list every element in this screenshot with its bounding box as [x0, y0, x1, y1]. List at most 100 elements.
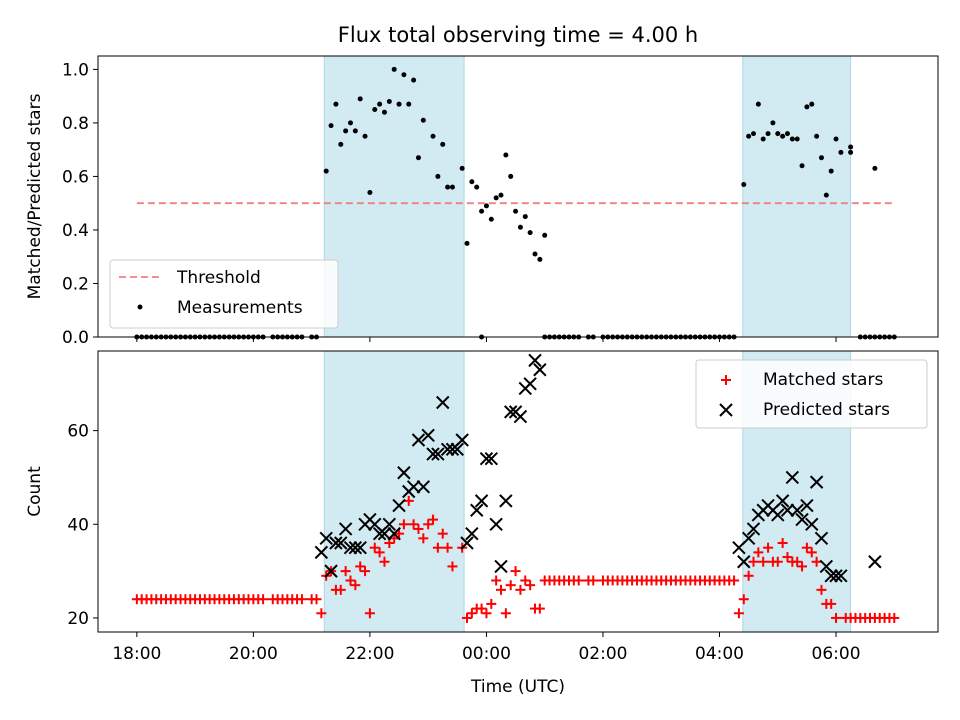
measurement-point — [381, 109, 387, 115]
measurement-point — [391, 66, 397, 72]
measurement-point — [333, 101, 339, 107]
predicted-star-point — [411, 433, 426, 447]
predicted-star-point — [528, 353, 542, 368]
predicted-star-point — [834, 569, 848, 583]
top-panel: 0.0 0.2 0.4 0.6 0.8 1.0 Flux total observing … — [25, 23, 939, 348]
matched-star-point — [408, 519, 419, 530]
matched-star-point — [772, 556, 783, 567]
measurement-point — [352, 128, 358, 134]
predicted-star-point — [382, 517, 397, 531]
measurement-point — [396, 101, 402, 107]
y-tick-label: 0.6 — [62, 167, 89, 187]
matched-star-point — [355, 561, 366, 572]
matched-star-point — [782, 552, 793, 563]
x-tick-label: 18:00 — [112, 644, 161, 664]
predicted-star-point — [785, 470, 800, 485]
measurement-point — [488, 216, 494, 222]
measurement-point — [746, 133, 752, 139]
legend-measurements-swatch — [137, 304, 143, 310]
predicted-star-point — [489, 517, 503, 531]
measurement-point — [449, 184, 455, 190]
measurement-point — [323, 168, 329, 174]
shaded-interval — [323, 350, 465, 633]
measurement-point — [513, 208, 519, 214]
predicted-star-point — [436, 395, 450, 410]
top-y-axis-label: Matched/Predicted stars — [25, 93, 45, 299]
matched-star-point — [258, 594, 269, 605]
matched-star-point — [496, 584, 507, 595]
matched-star-point — [311, 594, 322, 605]
matched-star-point — [801, 542, 812, 553]
bottom-y-axis-label: Count — [25, 466, 45, 517]
measurement-point — [479, 208, 485, 214]
bottom-panel: 20 40 60 18:00 20:00 22:00 00:00 02:00 04:00 06:… — [25, 350, 939, 697]
predicted-star-point — [771, 508, 785, 522]
y-tick-label: 1.0 — [62, 60, 89, 80]
bottom-plot-frame — [97, 350, 939, 633]
predicted-star-point — [377, 526, 392, 541]
matched-star-point — [733, 608, 744, 619]
top-y-ticks: 0.0 0.2 0.4 0.6 0.8 1.0 — [62, 60, 98, 348]
predicted-star-point — [334, 536, 348, 550]
chart-title: Flux total observing time = 4.00 h — [338, 23, 698, 47]
matched-star-point — [428, 514, 439, 525]
predicted-star-point — [324, 564, 338, 578]
matched-star-point — [811, 556, 822, 567]
top-x-ticks — [136, 337, 837, 342]
matched-star-point — [350, 580, 361, 591]
legend-matched-swatch — [721, 375, 731, 385]
predicted-star-point — [460, 536, 474, 550]
predicted-star-point — [319, 531, 333, 546]
measurement-point — [750, 131, 756, 137]
matched-star-point — [345, 575, 356, 586]
measurement-point — [411, 77, 417, 83]
measurement-point — [377, 101, 383, 107]
predicted-star-point — [397, 466, 411, 480]
predicted-star-point — [338, 522, 353, 536]
predicted-star-point — [431, 447, 445, 461]
legend-threshold-label: Threshold — [176, 268, 261, 288]
predicted-stars-points — [314, 353, 882, 583]
measurement-point — [357, 96, 363, 102]
measurement-point — [755, 101, 761, 107]
matched-star-point — [466, 608, 477, 619]
measurement-point — [483, 203, 489, 209]
matched-star-point — [486, 598, 497, 609]
matched-star-point — [447, 561, 458, 572]
x-tick-label: 04:00 — [695, 644, 744, 664]
measurement-point — [823, 192, 829, 198]
matched-star-point — [394, 528, 405, 539]
matched-star-point — [369, 542, 380, 553]
top-legend-box — [109, 259, 339, 329]
predicted-star-point — [348, 540, 363, 555]
predicted-star-point — [392, 498, 406, 513]
matched-star-point — [364, 608, 375, 619]
matched-star-point — [500, 608, 511, 619]
matched-star-point — [738, 594, 749, 605]
matched-star-point — [462, 612, 473, 623]
measurement-point — [818, 155, 824, 161]
measurement-point — [804, 104, 810, 110]
bottom-x-ticks: 18:00 20:00 22:00 00:00 02:00 04:00 06:00 — [112, 632, 861, 664]
predicted-star-point — [474, 494, 489, 508]
measurement-point — [508, 173, 514, 179]
matched-star-point — [763, 542, 774, 553]
matched-star-point — [374, 547, 385, 558]
measurement-point — [848, 144, 854, 150]
matched-star-point — [515, 584, 526, 595]
predicted-star-point — [809, 475, 824, 489]
measurement-point — [838, 149, 844, 155]
measurement-point — [517, 224, 523, 230]
measurement-point — [401, 72, 407, 78]
predicted-star-point — [353, 540, 367, 555]
x-tick-label: 20:00 — [229, 644, 278, 664]
predicted-star-point — [421, 428, 435, 443]
matched-star-point — [748, 556, 759, 567]
measurement-point — [372, 107, 378, 113]
predicted-star-point — [416, 480, 431, 494]
measurement-point — [343, 128, 349, 134]
predicted-star-point — [868, 555, 882, 569]
y-tick-label: 40 — [67, 515, 89, 535]
measurement-point — [474, 184, 480, 190]
